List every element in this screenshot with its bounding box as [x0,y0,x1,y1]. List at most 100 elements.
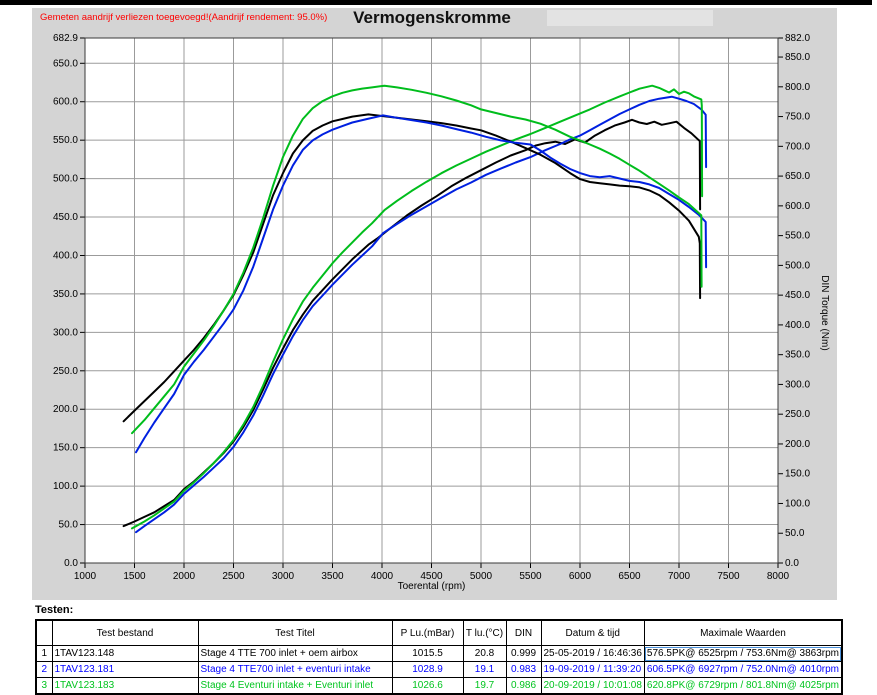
x-tick-label: 1000 [74,571,97,582]
y-left-tick-label: 250.0 [53,366,78,377]
y-left-tick-label: 500.0 [53,174,78,185]
x-tick-label: 4000 [371,571,394,582]
y-left-tick-label: 0.0 [64,558,78,569]
y-left-tick-label: 682.9 [53,33,78,44]
table-cell[interactable]: 1015.5 [391,645,464,662]
x-tick-label: 2000 [173,571,196,582]
table-row: 2 1TAV123.181 Stage 4 TTE700 inlet + event… [35,661,843,678]
table-cell[interactable]: Stage 4 TTE700 inlet + eventuri intake [197,661,393,678]
x-tick-label: 7500 [717,571,740,582]
table-cell[interactable]: 20.8 [462,645,507,662]
table-cell[interactable]: 1TAV123.148 [51,645,199,662]
y-right-tick-label: 400.0 [785,320,810,331]
table-cell[interactable]: 25-05-2019 / 16:46:36 [540,645,645,662]
y-left-tick-label: 400.0 [53,250,78,261]
y-right-tick-label: 550.0 [785,231,810,242]
curve-torque-blue [135,114,708,454]
table-cell[interactable]: Stage 4 Eventuri intake + Eventuri inlet [197,677,393,695]
x-axis-title: Toerental (rpm) [397,581,466,592]
table-cell[interactable]: 1026.6 [391,677,464,695]
table-header-cell: Maximale Waarden [643,619,843,646]
y-left-tick-label: 150.0 [53,443,78,454]
table-row: 3 1TAV123.183 Stage 4 Eventuri intake + Ev… [35,677,843,695]
y-right-tick-label: 850.0 [785,52,810,63]
legend-placeholder-box [547,10,713,26]
y-left-tick-label: 550.0 [53,135,78,146]
y-right-tick-label: 0.0 [785,558,799,569]
table-cell[interactable]: 1TAV123.183 [51,677,199,695]
x-tick-label: 8000 [767,571,790,582]
curve-torque-green [131,84,703,435]
curve-power-green [131,84,704,530]
y-right-tick-label: 350.0 [785,350,810,361]
y-left-tick-label: 100.0 [53,481,78,492]
dyno-plot: 682.9 650.0 600.0 550.0 500.0 450.0 400.0 350.0… [53,33,810,582]
x-tick-label: 7000 [668,571,691,582]
table-cell[interactable]: 1028.9 [391,661,464,678]
table-header-cell: Datum & tijd [540,619,645,646]
top-border-bar [0,0,872,5]
table-cell[interactable]: 19.1 [462,661,507,678]
y-right-tick-label: 250.0 [785,409,810,420]
table-header-cell [35,619,53,646]
y-right-tick-label: 800.0 [785,82,810,93]
y-right-tick-label: 750.0 [785,112,810,123]
table-row: 1 1TAV123.148 Stage 4 TTE 700 inlet + oem … [35,645,843,662]
table-cell[interactable]: 576.5PK@ 6525rpm / 753.6Nm@ 3863rpm [643,645,843,662]
table-cell[interactable]: 620.8PK@ 6729rpm / 801.8Nm@ 4025rpm [643,677,843,695]
y-right-tick-label: 150.0 [785,469,810,480]
table-cell[interactable]: 1TAV123.181 [51,661,199,678]
table-cell[interactable]: 0.983 [505,661,542,678]
x-tick-label: 4500 [420,571,443,582]
table-header-cell: Test Titel [197,619,393,646]
y-right-tick-label: 882.0 [785,33,810,44]
y-left-tick-label: 450.0 [53,212,78,223]
x-tick-label: 6500 [618,571,641,582]
y-axis-right-title: DIN Torque (Nm) [819,275,830,351]
y-right-tick-label: 300.0 [785,379,810,390]
table-row-number: 2 [35,661,53,678]
y-right-tick-label: 500.0 [785,260,810,271]
drivetrain-loss-note: Gemeten aandrijf verliezen toegevoegd!(A… [40,12,328,23]
table-header-cell: DIN [505,619,542,646]
x-tick-label: 2500 [222,571,245,582]
y-left-tick-label: 50.0 [59,520,79,531]
table-cell[interactable]: Stage 4 TTE 700 inlet + oem airbox [197,645,393,662]
table-cell[interactable]: 0.999 [505,645,542,662]
y-left-tick-label: 200.0 [53,404,78,415]
table-cell[interactable]: 20-09-2019 / 10:01:08 [540,677,645,695]
y-right-tick-label: 50.0 [785,528,805,539]
y-left-tick-label: 350.0 [53,289,78,300]
y-right-tick-label: 650.0 [785,171,810,182]
y-right-tick-label: 450.0 [785,290,810,301]
x-tick-label: 1500 [123,571,146,582]
y-right-tick-label: 600.0 [785,201,810,212]
chart-panel: Gemeten aandrijf verliezen toegevoegd!(A… [32,8,837,600]
x-tick-label: 3000 [272,571,295,582]
table-header-cell: T lu.(°C) [462,619,507,646]
y-left-tick-label: 650.0 [53,58,78,69]
x-tick-label: 3500 [321,571,344,582]
y-right-tick-label: 200.0 [785,439,810,450]
curve-power-blue [135,95,708,534]
table-cell[interactable]: 19.7 [462,677,507,695]
y-left-tick-label: 300.0 [53,327,78,338]
y-left-tick-label: 600.0 [53,97,78,108]
x-tick-label: 6000 [569,571,592,582]
plot-border [84,37,779,564]
table-header-row: Test bestand Test Titel P Lu.(mBar) T lu.(°… [35,619,843,646]
table-row-number: 1 [35,645,53,662]
table-cell[interactable]: 19-09-2019 / 11:39:20 [540,661,645,678]
table-header-cell: P Lu.(mBar) [391,619,464,646]
tests-table: Test bestand Test Titel P Lu.(mBar) T lu.(°… [35,619,843,695]
table-cell[interactable]: 0.986 [505,677,542,695]
chart-title: Vermogenskromme [353,8,511,27]
x-tick-label: 5000 [470,571,493,582]
x-tick-label: 5500 [519,571,542,582]
tests-section-label: Testen: [35,604,74,616]
y-right-tick-label: 100.0 [785,498,810,509]
table-cell[interactable]: 606.5PK@ 6927rpm / 752.0Nm@ 4010rpm [643,661,843,678]
table-header-cell: Test bestand [51,619,199,646]
table-row-number: 3 [35,677,53,695]
